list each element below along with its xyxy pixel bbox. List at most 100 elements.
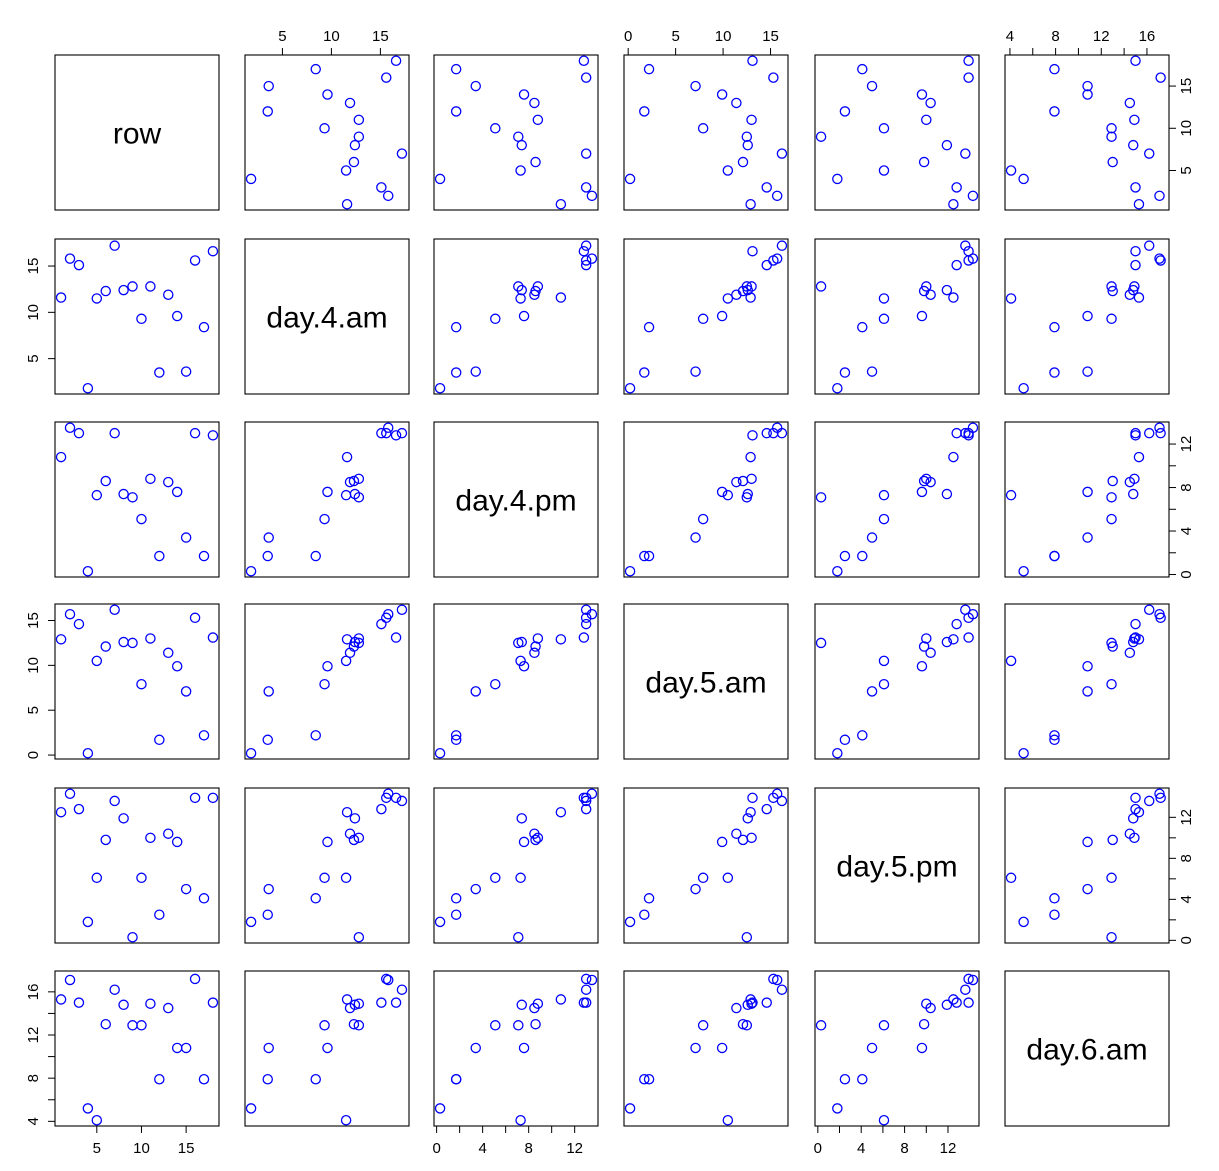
tick-label: 5 xyxy=(25,354,42,362)
data-point xyxy=(1130,618,1141,630)
data-point xyxy=(716,1042,728,1054)
data-point xyxy=(353,633,365,644)
data-point xyxy=(154,734,165,746)
panel-day-5-pm-vs-day-5-am xyxy=(623,787,789,944)
panel-day-5-pm-vs-day-6-am xyxy=(1004,787,1170,944)
panel-day-4-am-vs-day-5-am xyxy=(623,238,789,395)
data-point xyxy=(580,182,592,193)
panel-day-5-pm-vs-day-5-pm: day.5.pm xyxy=(814,787,980,944)
data-point xyxy=(921,281,932,292)
data-point xyxy=(1005,489,1017,501)
data-point xyxy=(916,89,928,100)
data-point xyxy=(322,836,333,848)
data-point xyxy=(382,190,394,202)
data-point xyxy=(916,310,928,322)
data-point xyxy=(530,834,541,846)
tick-label: 0 xyxy=(432,1140,440,1157)
panel-frame xyxy=(623,603,789,760)
variable-label: day.5.pm xyxy=(836,851,957,884)
data-point xyxy=(322,661,333,672)
data-point xyxy=(746,473,757,485)
data-point xyxy=(839,1074,851,1085)
data-point xyxy=(963,55,974,66)
data-point xyxy=(1018,748,1029,759)
data-point xyxy=(697,123,709,134)
data-point xyxy=(319,1020,330,1031)
data-point xyxy=(381,612,392,624)
bottom-axis-day-5-pm: 0 4 8 12 xyxy=(814,1125,956,1157)
data-point xyxy=(262,106,273,117)
data-point xyxy=(396,604,408,615)
data-point xyxy=(109,795,120,807)
data-point xyxy=(697,1020,709,1031)
data-point xyxy=(118,488,129,500)
data-point xyxy=(624,566,636,577)
data-point xyxy=(82,748,94,759)
data-point xyxy=(163,476,174,488)
data-point xyxy=(941,139,953,151)
data-point xyxy=(340,489,352,501)
data-point xyxy=(470,883,481,895)
data-point xyxy=(353,637,365,649)
data-point xyxy=(171,661,183,672)
panel-row-vs-day-4-pm xyxy=(433,54,599,211)
data-point xyxy=(1018,383,1029,394)
panel-day-5-am-vs-row xyxy=(54,603,220,760)
data-point xyxy=(1049,550,1060,562)
data-point xyxy=(580,240,592,251)
data-point xyxy=(396,427,408,439)
panel-frame xyxy=(814,603,980,760)
data-point xyxy=(761,803,772,815)
data-point xyxy=(171,836,183,848)
data-point xyxy=(624,1103,636,1114)
data-point xyxy=(948,292,959,303)
data-point xyxy=(515,293,526,304)
data-point xyxy=(1049,730,1060,741)
data-point xyxy=(470,1042,481,1054)
data-point xyxy=(832,1103,843,1114)
data-point xyxy=(1106,932,1117,943)
data-point xyxy=(1143,795,1155,807)
panel-frame xyxy=(623,970,789,1127)
data-point xyxy=(1049,734,1060,746)
data-point xyxy=(263,80,274,92)
data-point xyxy=(746,998,757,1009)
data-point xyxy=(857,730,868,741)
data-point xyxy=(1082,486,1093,498)
data-point xyxy=(839,550,851,562)
panel-row-vs-day-4-am xyxy=(244,54,410,211)
data-point xyxy=(118,813,129,824)
data-point xyxy=(262,734,273,746)
data-point xyxy=(189,255,201,266)
data-point xyxy=(722,872,734,884)
data-point xyxy=(941,999,953,1011)
data-point xyxy=(127,492,138,503)
data-point xyxy=(1133,451,1145,463)
data-point xyxy=(118,999,129,1011)
data-point xyxy=(263,532,274,543)
panel-day-4-am-vs-row xyxy=(54,238,220,395)
data-point xyxy=(1049,106,1060,117)
data-point xyxy=(1155,612,1166,624)
data-point xyxy=(390,55,402,66)
tick-label: 4 xyxy=(1006,28,1014,45)
top-axis-day-5-am: 0 5 10 15 xyxy=(624,28,779,56)
data-point xyxy=(344,97,356,109)
data-point xyxy=(450,367,462,378)
data-point xyxy=(878,489,890,501)
data-point xyxy=(742,813,754,824)
tick-label: 4 xyxy=(1178,527,1195,535)
data-point xyxy=(55,994,67,1005)
data-point xyxy=(731,1002,742,1014)
data-point xyxy=(639,367,650,378)
right-axis-day-4-pm: 0 4 8 12 xyxy=(1168,436,1195,579)
data-point xyxy=(555,634,567,645)
tick-label: 15 xyxy=(1178,78,1195,95)
data-point xyxy=(555,994,567,1005)
data-point xyxy=(960,148,971,159)
data-point xyxy=(1130,792,1141,804)
data-point xyxy=(1106,637,1117,649)
data-point xyxy=(832,566,843,577)
tick-label: 0 xyxy=(25,751,42,759)
data-point xyxy=(348,1018,360,1030)
